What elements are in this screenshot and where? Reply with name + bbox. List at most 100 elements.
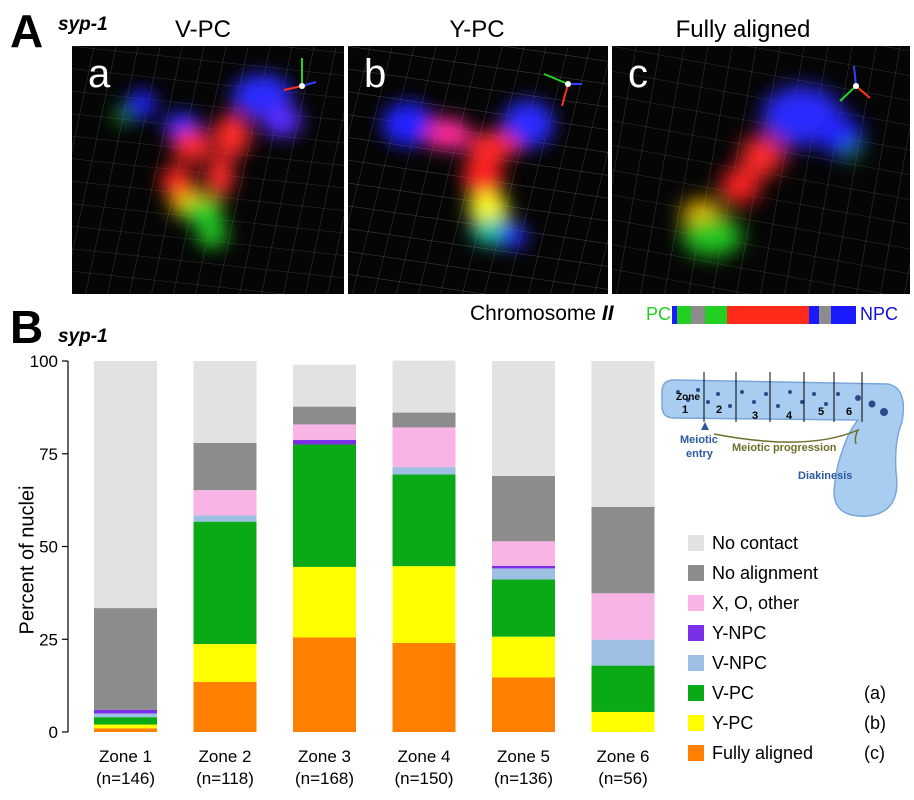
bar-segment-no-contact	[94, 361, 157, 609]
bar-segment-y-pc	[392, 566, 456, 643]
legend-item-fully-aligned: Fully aligned (c)	[688, 738, 885, 768]
chromosome-number: II	[601, 302, 614, 325]
bar-segment-y-npc	[94, 709, 157, 714]
bar-segment-y-pc	[193, 644, 257, 682]
chromosome-label: Chromosome II	[470, 302, 614, 326]
legend-swatch	[688, 685, 704, 701]
bar-segment-v-npc	[591, 639, 655, 666]
bar-segment-no-contact	[591, 361, 655, 507]
panel-a-letter: A	[10, 5, 44, 57]
legend-swatch	[688, 625, 704, 641]
gonad-outline	[661, 379, 905, 517]
micrograph-b-image	[348, 46, 608, 294]
legend-swatch	[688, 565, 704, 581]
y-tick-label: 50	[39, 538, 58, 557]
panel-a-strain: syp-1	[58, 14, 108, 35]
legend-tag: (a)	[864, 682, 886, 703]
image-c-title: Fully aligned	[675, 16, 811, 43]
legend-swatch	[688, 745, 704, 761]
legend-label: V-NPC	[712, 652, 768, 673]
schematic-diakinesis: Diakinesis	[798, 470, 853, 482]
bar-segment-no-alignment	[193, 442, 257, 491]
micrograph-c: c	[612, 46, 910, 294]
schematic-zone-word: Zone	[676, 392, 700, 403]
legend-item-no-alignment: No alignment	[688, 558, 818, 588]
bar-segment-y-pc	[94, 724, 157, 729]
x-tick-label: Zone 2	[199, 747, 252, 766]
entry-arrow	[701, 422, 709, 430]
bar-segment-v-npc	[392, 467, 456, 475]
schematic-zone-5: 5	[818, 406, 825, 418]
bar-segment-no-alignment	[293, 406, 356, 425]
y-tick-label: 25	[39, 630, 58, 649]
legend-label: X, O, other	[712, 592, 800, 613]
bar-segment-y-pc	[293, 566, 356, 638]
chart-legend: No contact No alignment X, O, other Y-NP…	[688, 528, 886, 768]
bar-segment-v-pc	[392, 474, 456, 567]
image-a-title: V-PC	[174, 16, 231, 43]
legend-item-y-pc: Y-PC (b)	[688, 708, 886, 738]
x-tick-label: Zone 5	[497, 747, 550, 766]
x-tick-sublabel: (n=146)	[96, 769, 155, 788]
bar-segment-v-pc	[94, 717, 157, 725]
legend-label: Fully aligned	[712, 742, 814, 763]
micrograph-b-letter: b	[364, 52, 387, 96]
stacked-bar-chart: 0 25 50 75 100 Zone 1 (n=146) Zone 2 (n=118) Zone…	[30, 352, 655, 788]
legend-swatch	[688, 715, 704, 731]
image-b-title: Y-PC	[449, 16, 505, 43]
bar-segment-y-npc	[492, 565, 555, 569]
x-tick-label: Zone 4	[398, 747, 451, 766]
gonad-schematic	[661, 372, 905, 517]
schematic-zone-4: 4	[786, 410, 793, 422]
bar-segment-y-pc	[591, 711, 655, 732]
schematic-zone-1: 1	[682, 404, 689, 416]
legend-swatch	[688, 655, 704, 671]
x-tick-label: Zone 6	[597, 747, 650, 766]
bar-segment-v-pc	[492, 579, 555, 637]
schematic-zone-6: 6	[846, 406, 853, 418]
bar-segment-fully-aligned	[392, 642, 456, 732]
bar-segment-v-npc	[94, 713, 157, 718]
x-tick-sublabel: (n=56)	[598, 769, 648, 788]
bar-segment-x-o-other	[492, 541, 555, 566]
legend-item-v-pc: V-PC (a)	[688, 678, 886, 708]
x-tick-sublabel: (n=136)	[494, 769, 553, 788]
gonad-nuclei	[676, 388, 888, 416]
bar-segment-x-o-other	[193, 490, 257, 516]
legend-item-no-contact: No contact	[688, 528, 818, 558]
bar-segment-no-contact	[293, 364, 356, 407]
bar-segment-v-npc	[193, 515, 257, 522]
bar-segment-no-alignment	[94, 608, 157, 710]
legend-label: V-PC	[712, 682, 755, 703]
chromosome-npc-end: NPC	[860, 304, 899, 324]
y-tick-label: 75	[39, 445, 58, 464]
micrograph-c-image	[612, 46, 910, 294]
x-tick-label: Zone 1	[99, 747, 152, 766]
bar-segment-no-alignment	[392, 412, 456, 428]
legend-tag: (c)	[864, 742, 885, 763]
y-tick-label: 100	[30, 352, 58, 371]
micrograph-a-image	[72, 46, 344, 294]
schematic-zone-2: 2	[716, 404, 723, 416]
progression-arrow	[713, 428, 860, 445]
schematic-meiotic-entry-1: Meiotic	[680, 434, 718, 446]
legend-item-y-npc: Y-NPC	[688, 618, 818, 648]
bar-segment-no-contact	[193, 361, 257, 443]
micrograph-a-letter: a	[88, 52, 111, 96]
bar-segment-no-alignment	[492, 476, 555, 542]
bar-segment-no-contact	[392, 360, 456, 413]
bar-segment-x-o-other	[392, 427, 456, 468]
bar-segment-fully-aligned	[94, 728, 157, 732]
bar-segment-x-o-other	[591, 593, 655, 640]
panel-b-strain: syp-1	[58, 326, 108, 347]
schematic-meiotic-entry-2: entry	[686, 448, 713, 460]
x-tick-label: Zone 3	[298, 747, 351, 766]
bar-segment-fully-aligned	[293, 637, 356, 732]
x-tick-sublabel: (n=118)	[196, 769, 254, 788]
bar-segment-v-pc	[591, 665, 655, 712]
legend-label: No alignment	[712, 562, 819, 583]
bar-segment-v-pc	[193, 521, 257, 645]
legend-label: Y-NPC	[712, 622, 767, 643]
legend-label: No contact	[712, 532, 799, 553]
bar-segment-v-npc	[492, 568, 555, 580]
